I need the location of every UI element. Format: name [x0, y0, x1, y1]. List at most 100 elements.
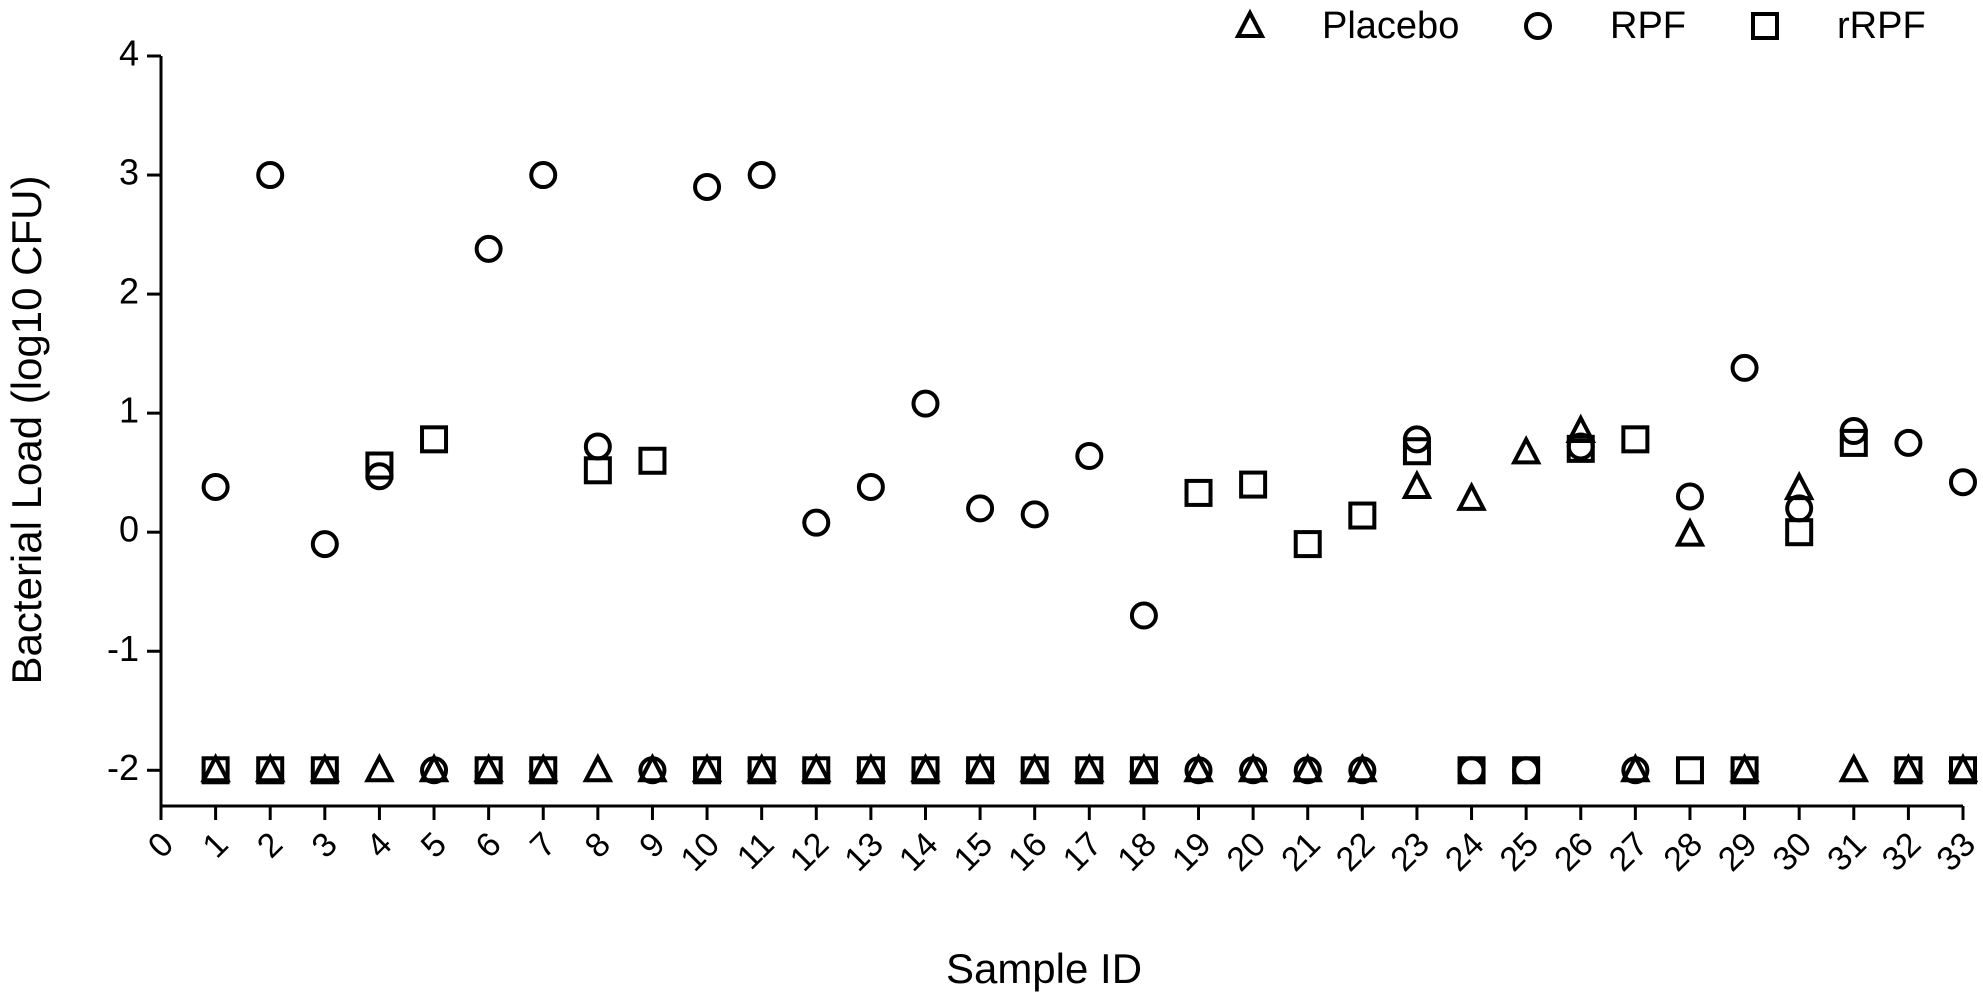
- x-tick-label: 26: [1547, 825, 1601, 879]
- legend-label: rRPF: [1837, 5, 1926, 47]
- point: [1512, 756, 1541, 785]
- x-tick-label: 19: [1165, 825, 1219, 879]
- point: [1293, 756, 1322, 785]
- point: [1019, 752, 1050, 783]
- x-tick-label: 11: [730, 825, 782, 877]
- point: [529, 161, 558, 190]
- point: [1947, 752, 1979, 783]
- point: [474, 756, 503, 785]
- point: [800, 752, 832, 783]
- point: [747, 161, 776, 190]
- point: [964, 752, 996, 783]
- point: [583, 432, 612, 461]
- x-tick-label: 8: [578, 825, 618, 865]
- legend-label: Placebo: [1322, 5, 1459, 47]
- x-tick-label: 4: [359, 825, 399, 865]
- point: [1184, 478, 1213, 507]
- point: [420, 425, 449, 454]
- x-tick-label: 14: [892, 825, 946, 879]
- point: [693, 756, 722, 785]
- x-tick-label: 31: [1820, 825, 1874, 879]
- point: [691, 752, 723, 783]
- point: [966, 494, 995, 523]
- point: [474, 234, 503, 263]
- y-tick-label: 1: [119, 390, 139, 431]
- point: [310, 756, 339, 785]
- x-tick-label: 0: [141, 825, 181, 865]
- point: [1128, 752, 1160, 783]
- point: [1075, 756, 1104, 785]
- point: [1020, 500, 1049, 529]
- y-tick-label: -1: [107, 628, 139, 669]
- point: [1457, 756, 1486, 785]
- x-tick-label: 9: [632, 825, 672, 865]
- point: [1566, 434, 1595, 463]
- x-tick-label: 22: [1329, 825, 1383, 879]
- point: [1020, 756, 1049, 785]
- point: [527, 752, 559, 783]
- point: [365, 451, 394, 480]
- x-tick-label: 3: [305, 825, 345, 865]
- x-tick-label: 17: [1056, 825, 1110, 879]
- point: [310, 530, 339, 559]
- point: [309, 752, 341, 783]
- point: [256, 756, 285, 785]
- point: [1293, 530, 1322, 559]
- x-tick-label: 7: [523, 825, 563, 865]
- point: [1838, 752, 1870, 783]
- x-tick-label: 5: [414, 825, 454, 865]
- legend-label: RPF: [1610, 5, 1686, 47]
- legend-marker: [1751, 12, 1779, 40]
- point: [1894, 428, 1923, 457]
- point: [1129, 756, 1158, 785]
- point: [254, 752, 286, 783]
- x-axis-title: Sample ID: [946, 945, 1142, 992]
- x-tick-label: 28: [1656, 825, 1710, 879]
- legend-marker: [1524, 12, 1552, 40]
- point: [1893, 752, 1924, 783]
- point: [1401, 469, 1433, 499]
- point: [1730, 756, 1759, 785]
- point: [1675, 756, 1704, 785]
- point: [966, 756, 995, 785]
- x-tick-label: 20: [1220, 825, 1274, 879]
- point: [1949, 756, 1977, 785]
- point: [1894, 756, 1923, 785]
- point: [1512, 756, 1541, 785]
- y-tick-label: 2: [119, 271, 139, 312]
- point: [1510, 435, 1542, 465]
- point: [693, 172, 722, 201]
- point: [1457, 756, 1486, 785]
- legend-marker: [1234, 8, 1266, 38]
- point: [420, 756, 449, 785]
- x-tick-label: 29: [1711, 825, 1765, 879]
- x-tick-label: 13: [837, 825, 891, 879]
- point: [1129, 601, 1158, 630]
- point: [1239, 756, 1268, 785]
- point: [201, 472, 230, 501]
- point: [802, 508, 831, 537]
- x-tick-label: 32: [1875, 825, 1929, 879]
- point: [911, 756, 940, 785]
- point: [747, 756, 776, 785]
- point: [1785, 518, 1814, 547]
- point: [856, 756, 885, 785]
- point: [1074, 752, 1105, 783]
- x-tick-label: 27: [1602, 825, 1656, 879]
- point: [364, 752, 395, 783]
- point: [1456, 481, 1487, 511]
- y-tick-label: 0: [119, 509, 139, 550]
- point: [638, 756, 667, 785]
- x-tick-label: 21: [1274, 825, 1328, 879]
- point: [1402, 437, 1431, 466]
- point: [1949, 468, 1977, 497]
- x-tick-label: 33: [1929, 825, 1983, 879]
- point: [1565, 413, 1597, 443]
- point: [1674, 517, 1706, 547]
- x-tick-label: 24: [1438, 825, 1492, 879]
- point: [1184, 756, 1213, 785]
- point: [911, 389, 940, 418]
- x-tick-label: 12: [783, 825, 837, 879]
- point: [1730, 353, 1759, 382]
- x-tick-label: 23: [1383, 825, 1437, 879]
